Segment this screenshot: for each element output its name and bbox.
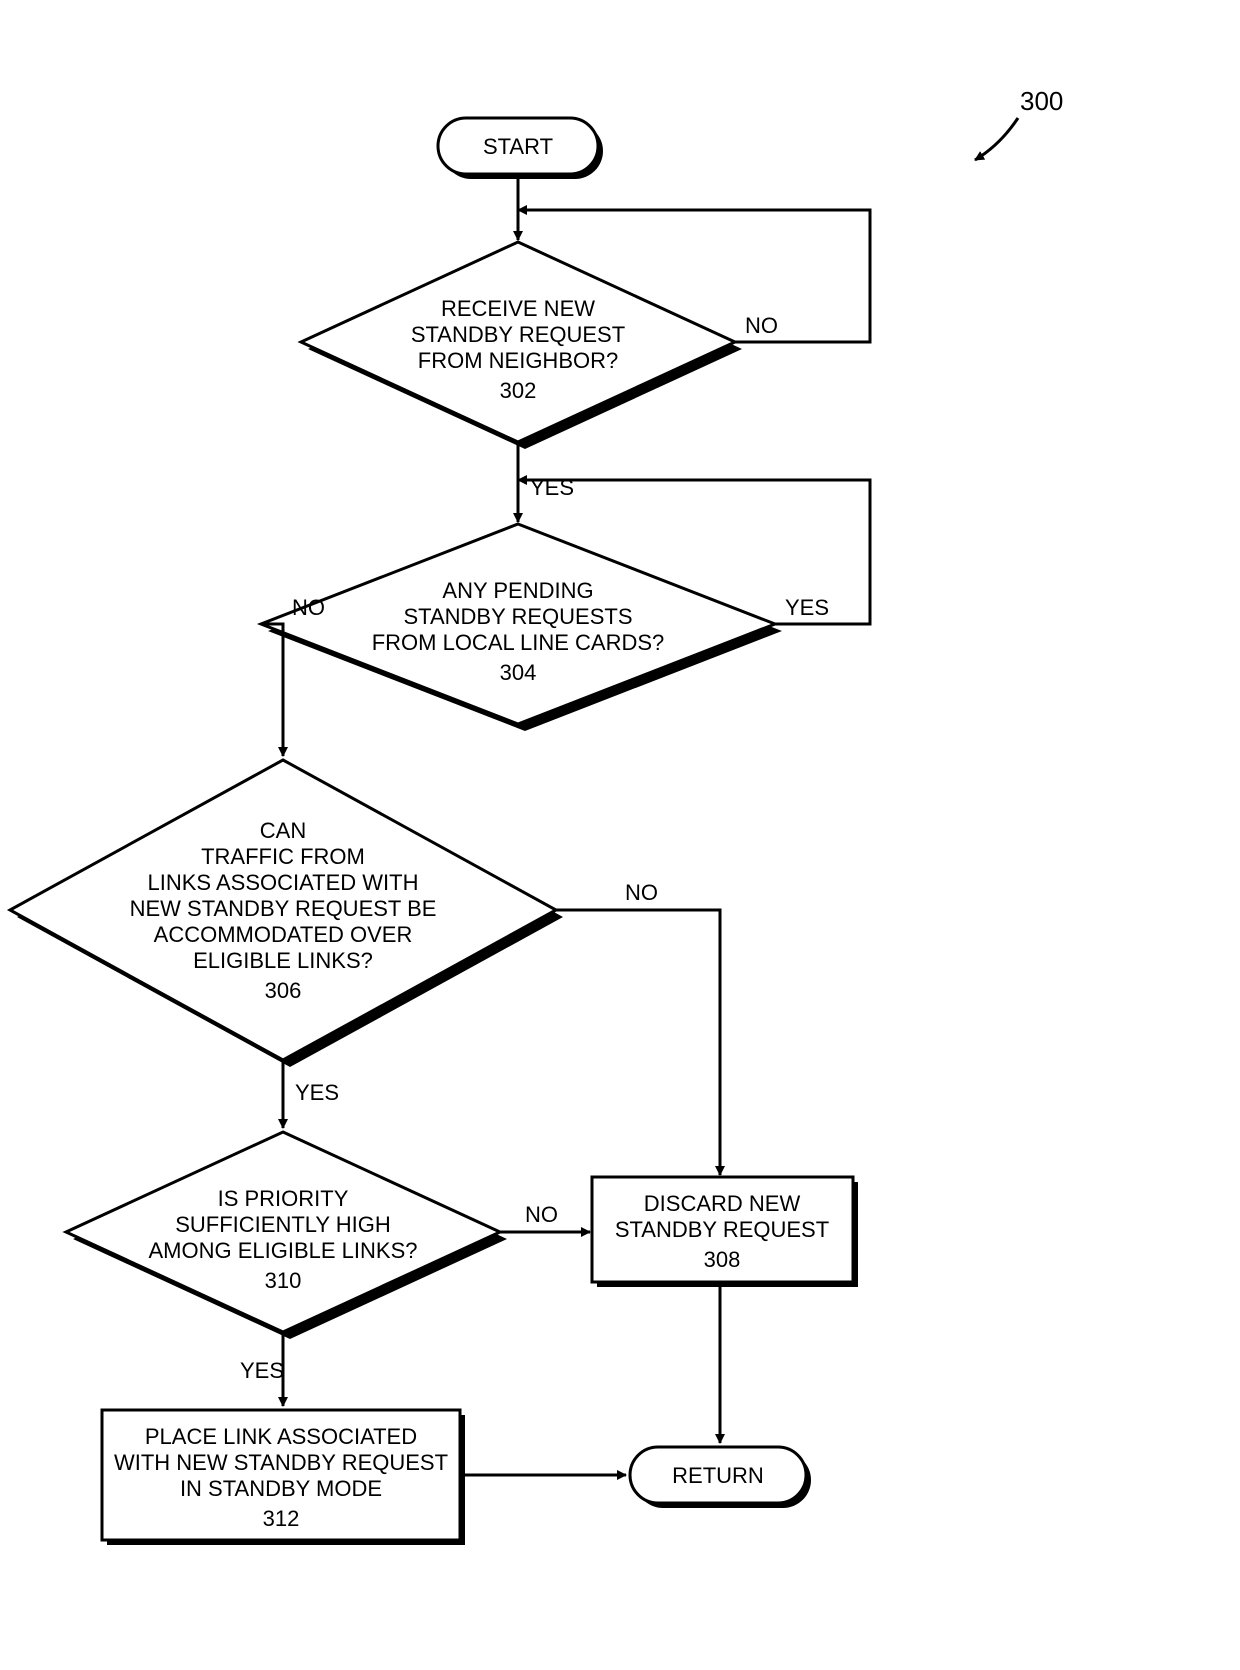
svg-text:DISCARD NEW: DISCARD NEW bbox=[644, 1191, 801, 1216]
svg-text:312: 312 bbox=[263, 1506, 300, 1531]
svg-text:FROM NEIGHBOR?: FROM NEIGHBOR? bbox=[418, 348, 618, 373]
svg-text:IS PRIORITY: IS PRIORITY bbox=[218, 1186, 349, 1211]
svg-text:STANDBY REQUEST: STANDBY REQUEST bbox=[411, 322, 625, 347]
edge-302-yes: YES bbox=[518, 442, 574, 522]
svg-text:YES: YES bbox=[240, 1358, 284, 1383]
flowchart: 300 START RECEIVE NEW STANDBY REQUEST FR… bbox=[0, 0, 1240, 1670]
svg-text:308: 308 bbox=[704, 1247, 741, 1272]
svg-text:304: 304 bbox=[500, 660, 537, 685]
return-terminal: RETURN bbox=[630, 1447, 811, 1508]
svg-text:ANY PENDING: ANY PENDING bbox=[442, 578, 593, 603]
svg-text:NO: NO bbox=[625, 880, 658, 905]
svg-text:TRAFFIC FROM: TRAFFIC FROM bbox=[201, 844, 365, 869]
svg-text:AMONG ELIGIBLE LINKS?: AMONG ELIGIBLE LINKS? bbox=[149, 1238, 418, 1263]
edge-310-yes: YES bbox=[240, 1332, 284, 1406]
svg-text:SUFFICIENTLY HIGH: SUFFICIENTLY HIGH bbox=[175, 1212, 391, 1237]
edge-310-no: NO bbox=[500, 1202, 590, 1232]
svg-text:NO: NO bbox=[292, 595, 325, 620]
decision-302: RECEIVE NEW STANDBY REQUEST FROM NEIGHBO… bbox=[301, 242, 742, 449]
figure-number-callout: 300 bbox=[975, 86, 1063, 160]
decision-306: CAN TRAFFIC FROM LINKS ASSOCIATED WITH N… bbox=[10, 760, 563, 1067]
svg-text:STANDBY REQUEST: STANDBY REQUEST bbox=[615, 1217, 829, 1242]
svg-text:LINKS ASSOCIATED WITH: LINKS ASSOCIATED WITH bbox=[148, 870, 419, 895]
edge-306-no: NO bbox=[556, 880, 720, 1175]
decision-310: IS PRIORITY SUFFICIENTLY HIGH AMONG ELIG… bbox=[66, 1132, 507, 1339]
figure-number: 300 bbox=[1020, 86, 1063, 116]
edge-306-yes: YES bbox=[283, 1060, 339, 1128]
svg-text:NEW STANDBY REQUEST BE: NEW STANDBY REQUEST BE bbox=[130, 896, 437, 921]
return-label: RETURN bbox=[672, 1463, 764, 1488]
svg-text:NO: NO bbox=[745, 313, 778, 338]
process-308: DISCARD NEW STANDBY REQUEST 308 bbox=[592, 1177, 858, 1287]
svg-text:CAN: CAN bbox=[260, 818, 306, 843]
svg-text:ELIGIBLE LINKS?: ELIGIBLE LINKS? bbox=[193, 948, 373, 973]
start-terminal: START bbox=[438, 118, 603, 179]
process-312: PLACE LINK ASSOCIATED WITH NEW STANDBY R… bbox=[102, 1410, 465, 1545]
svg-text:NO: NO bbox=[525, 1202, 558, 1227]
svg-text:YES: YES bbox=[785, 595, 829, 620]
svg-text:FROM LOCAL LINE CARDS?: FROM LOCAL LINE CARDS? bbox=[372, 630, 665, 655]
svg-text:RECEIVE NEW: RECEIVE NEW bbox=[441, 296, 595, 321]
svg-text:STANDBY REQUESTS: STANDBY REQUESTS bbox=[403, 604, 632, 629]
svg-text:YES: YES bbox=[295, 1080, 339, 1105]
svg-text:WITH NEW STANDBY REQUEST: WITH NEW STANDBY REQUEST bbox=[114, 1450, 448, 1475]
svg-text:PLACE LINK ASSOCIATED: PLACE LINK ASSOCIATED bbox=[145, 1424, 417, 1449]
svg-text:IN STANDBY MODE: IN STANDBY MODE bbox=[180, 1476, 382, 1501]
start-label: START bbox=[483, 134, 553, 159]
svg-text:302: 302 bbox=[500, 378, 537, 403]
svg-text:310: 310 bbox=[265, 1268, 302, 1293]
decision-304: ANY PENDING STANDBY REQUESTS FROM LOCAL … bbox=[261, 524, 782, 731]
svg-text:306: 306 bbox=[265, 978, 302, 1003]
svg-text:ACCOMMODATED OVER: ACCOMMODATED OVER bbox=[154, 922, 413, 947]
